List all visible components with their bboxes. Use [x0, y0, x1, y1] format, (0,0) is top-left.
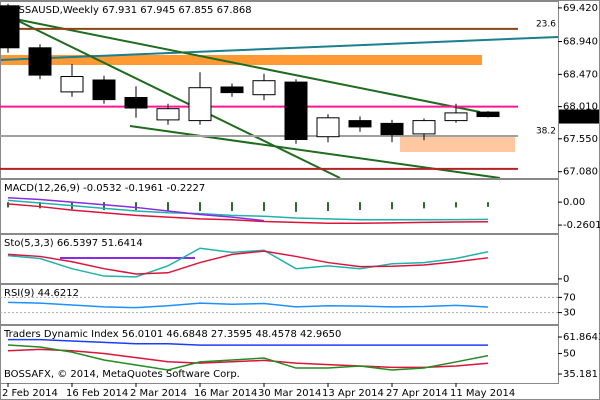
series-line [7, 348, 489, 369]
candle-body [156, 108, 180, 121]
candle-body [28, 47, 52, 76]
zone [400, 137, 515, 152]
y-tick-label: 50 [563, 348, 576, 359]
panel [0, 325, 559, 384]
y-tick-label: 67.080 [563, 167, 598, 178]
y-tick-label: 61.8643 [563, 332, 600, 343]
x-tick-label: 16 Mar 2014 [194, 388, 257, 399]
panel [0, 1, 559, 179]
candle-body [444, 112, 468, 122]
y-tick-label: 0 [563, 274, 569, 285]
x-tick-label: 16 Feb 2014 [66, 388, 128, 399]
panel-title: RSI(9) 44.6212 [4, 288, 79, 299]
candle-body [0, 5, 20, 49]
y-tick-label: 69.420 [563, 3, 598, 14]
candle-body [252, 80, 276, 96]
x-tick-label: 30 Mar 2014 [258, 388, 321, 399]
candle-body [316, 117, 340, 138]
series-line [7, 344, 489, 371]
series-line [7, 301, 489, 309]
candle-body [476, 111, 500, 118]
copyright: BOSSAFX, © 2014, MetaQuotes Software Cor… [4, 369, 240, 380]
candle-body [60, 76, 84, 93]
price-label: 67.868 [562, 112, 597, 123]
level-label: 38.2 [536, 127, 556, 137]
y-tick-label: 68.470 [563, 69, 598, 80]
series-line [8, 338, 489, 346]
series-line [7, 203, 489, 225]
y-tick-label: 0.00 [563, 197, 585, 208]
candle-body [380, 122, 404, 136]
y-tick-label: 68.010 [563, 102, 598, 113]
candle-body [284, 81, 308, 140]
trend-line [0, 11, 341, 179]
panel-title: BOSSAUSD,Weekly 67.931 67.945 67.855 67.… [4, 5, 252, 16]
candle-body [92, 79, 116, 101]
price-box [559, 109, 599, 124]
candle-body [220, 86, 244, 94]
panel-title: Sto(5,3,3) 66.5397 51.6414 [4, 238, 143, 249]
panel [0, 179, 559, 234]
y-tick-label: 30 [563, 308, 576, 319]
trend-line [0, 36, 559, 61]
series-line [7, 199, 489, 221]
series-line [7, 250, 489, 275]
candle-body [348, 120, 372, 128]
x-tick-label: 13 Apr 2014 [322, 388, 384, 399]
x-tick-label: 2 Mar 2014 [130, 388, 187, 399]
panel [0, 284, 559, 325]
level-label: 23.6 [536, 19, 556, 29]
panel-title: Traders Dynamic Index 56.0101 46.6848 27… [3, 329, 341, 340]
x-tick-label: 2 Feb 2014 [2, 388, 58, 399]
candle-body [188, 87, 212, 122]
panel-title: MACD(12,26,9) -0.0532 -0.1961 -0.2227 [4, 183, 205, 194]
x-tick-label: 27 Apr 2014 [386, 388, 448, 399]
y-tick-label: 70 [563, 292, 576, 303]
series-line [7, 247, 489, 278]
y-tick-label: -0.2601 [563, 220, 600, 231]
series-line [7, 196, 265, 222]
candle-body [124, 97, 148, 109]
x-tick-label: 11 May 2014 [450, 388, 515, 399]
y-tick-label: 68.940 [563, 37, 598, 48]
candle-body [412, 120, 436, 135]
y-tick-label: 35.181 [563, 369, 598, 380]
trend-line [9, 17, 481, 113]
y-tick-label: 67.550 [563, 134, 598, 145]
panel [0, 234, 559, 284]
zone [0, 55, 482, 65]
